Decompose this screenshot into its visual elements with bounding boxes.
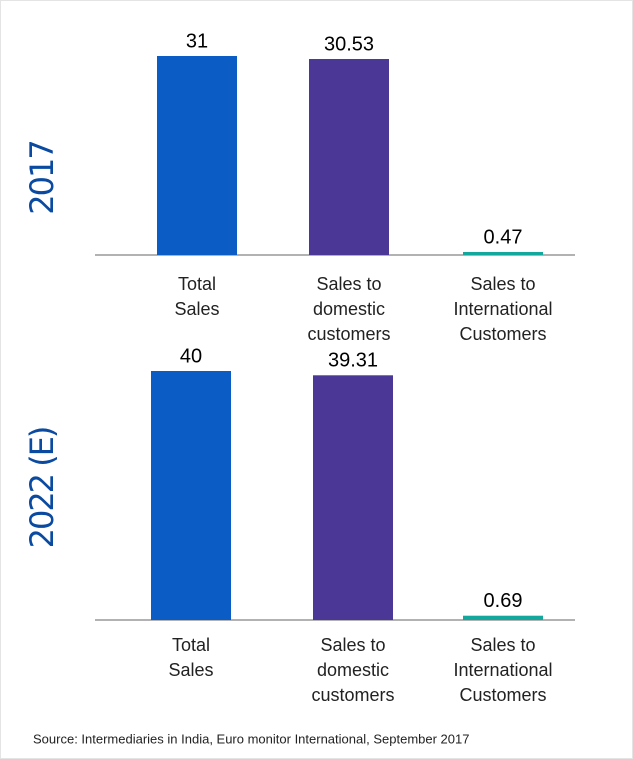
bar	[309, 59, 389, 256]
year-label: 2017	[23, 141, 61, 214]
category-label: Total	[178, 274, 216, 294]
category-label: customers	[311, 685, 394, 705]
category-label: International	[453, 299, 552, 319]
source-note: Source: Intermediaries in India, Euro mo…	[33, 731, 469, 746]
category-label: International	[453, 660, 552, 680]
category-label: Sales to	[316, 274, 381, 294]
bar	[151, 371, 231, 620]
category-label: Customers	[459, 685, 546, 705]
bar	[463, 615, 543, 620]
bar	[157, 56, 237, 255]
bar	[463, 251, 543, 255]
value-label: 40	[180, 345, 202, 367]
value-label: 0.47	[484, 226, 523, 248]
category-label: domestic	[313, 299, 385, 319]
year-label: 2022 (E)	[23, 428, 61, 549]
category-label: Sales to	[470, 274, 535, 294]
value-label: 0.69	[484, 590, 523, 612]
value-label: 30.53	[324, 33, 374, 55]
value-label: 39.31	[328, 350, 378, 372]
category-label: Sales to	[470, 635, 535, 655]
category-label: Total	[172, 635, 210, 655]
category-label: Sales	[174, 299, 219, 319]
category-label: customers	[307, 324, 390, 344]
value-label: 31	[186, 30, 208, 52]
category-label: domestic	[317, 660, 389, 680]
category-label: Sales to	[320, 635, 385, 655]
category-label: Sales	[168, 660, 213, 680]
category-label: Customers	[459, 324, 546, 344]
bar	[313, 375, 393, 620]
